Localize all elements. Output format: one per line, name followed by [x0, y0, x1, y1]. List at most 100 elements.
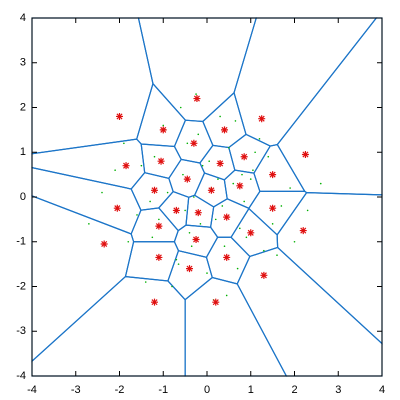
sample-point: [162, 124, 165, 127]
y-tick-label: 1: [20, 146, 26, 158]
sample-point: [149, 200, 151, 203]
star-point: [157, 157, 165, 165]
sample-point: [254, 151, 256, 154]
star-point: [258, 115, 266, 123]
star-point: [240, 153, 248, 161]
star-point: [155, 222, 163, 230]
sample-point: [199, 223, 202, 225]
voronoi-cell: [167, 249, 213, 301]
voronoi-cell: [31, 195, 135, 363]
voronoi-cell: [276, 17, 383, 196]
voronoi-cell: [31, 17, 154, 155]
sample-point: [276, 254, 278, 256]
sample-point: [221, 205, 224, 207]
voronoi-cell: [223, 169, 261, 210]
sample-point: [236, 267, 239, 270]
voronoi-cell: [137, 17, 258, 123]
x-tick-label: -1: [158, 384, 168, 396]
sample-point: [271, 223, 274, 225]
star-point: [194, 209, 202, 217]
voronoi-layer: [31, 17, 383, 377]
star-point: [260, 271, 268, 279]
star-point: [183, 175, 191, 183]
y-tick-label: 3: [20, 57, 26, 69]
sample-point: [219, 115, 221, 118]
y-tick-label: -1: [16, 236, 26, 248]
star-point: [216, 159, 224, 167]
star-point: [207, 186, 215, 194]
voronoi-cell: [233, 17, 378, 147]
voronoi-cell: [253, 143, 306, 193]
voronoi-cell: [130, 171, 174, 211]
sample-point: [182, 173, 184, 176]
star-point: [247, 229, 255, 237]
x-tick-label: 3: [335, 384, 341, 396]
sample-point: [188, 232, 191, 234]
voronoi-cell: [31, 166, 142, 235]
star-point: [193, 95, 201, 103]
sample-point: [319, 182, 322, 185]
voronoi-cell: [248, 190, 308, 236]
star-point: [151, 298, 158, 306]
sample-point: [258, 138, 261, 140]
star-point: [155, 253, 163, 261]
star-point: [159, 126, 167, 134]
star-point: [172, 206, 180, 214]
x-tick-label: -4: [27, 384, 37, 396]
sample-point: [252, 169, 254, 171]
x-tick-label: 1: [248, 384, 254, 396]
star-point: [223, 253, 231, 261]
sample-point: [175, 258, 178, 261]
sample-point: [214, 218, 217, 221]
sample-point: [179, 106, 182, 109]
star-point: [186, 265, 193, 273]
sample-point: [289, 187, 291, 189]
sample-point: [293, 240, 296, 243]
sample-point: [144, 281, 147, 283]
y-tick-label: 0: [20, 191, 26, 203]
sample-point: [232, 182, 235, 185]
voronoi-cell: [228, 133, 272, 174]
sample-point: [186, 142, 189, 145]
sample-point: [280, 205, 283, 207]
sample-point: [193, 196, 195, 198]
plot-frame: [31, 17, 383, 377]
sample-point: [249, 178, 252, 180]
x-tick-label: -3: [71, 384, 81, 396]
star-point: [122, 162, 130, 170]
sample-point: [217, 178, 219, 180]
sample-point: [166, 191, 169, 194]
x-tick-label: 4: [379, 384, 385, 396]
y-tick-label: -2: [16, 280, 26, 292]
axes-layer: -4 -3 -2 -1 0 1 2 3 4 -4 -3 -2 -1 0 1 2 3 4: [16, 12, 385, 396]
star-point: [221, 126, 228, 134]
star-point: [113, 204, 121, 212]
star-point: [269, 171, 277, 179]
sample-point: [245, 236, 248, 239]
sample-point: [201, 164, 204, 167]
sample-point: [223, 245, 226, 248]
star-point: [236, 182, 244, 190]
sample-point: [208, 160, 210, 162]
sample-point: [190, 245, 193, 248]
sample-point: [101, 191, 103, 194]
sample-point: [225, 294, 228, 297]
sample-point: [184, 209, 186, 212]
sample-point: [228, 146, 230, 149]
sample-point: [263, 249, 265, 252]
sample-point: [158, 218, 160, 221]
sample-point: [241, 173, 243, 176]
sample-point: [239, 227, 241, 230]
y-tick-label: 2: [20, 101, 26, 113]
voronoi-cell: [276, 191, 383, 345]
sample-point: [206, 272, 208, 274]
sample-point: [88, 223, 90, 225]
voronoi-cell: [236, 246, 383, 377]
sample-point: [234, 120, 237, 122]
sample-point: [243, 200, 245, 203]
star-point: [299, 227, 307, 235]
voronoi-cell: [184, 276, 288, 377]
sample-point: [114, 169, 116, 171]
sample-point: [127, 240, 130, 243]
